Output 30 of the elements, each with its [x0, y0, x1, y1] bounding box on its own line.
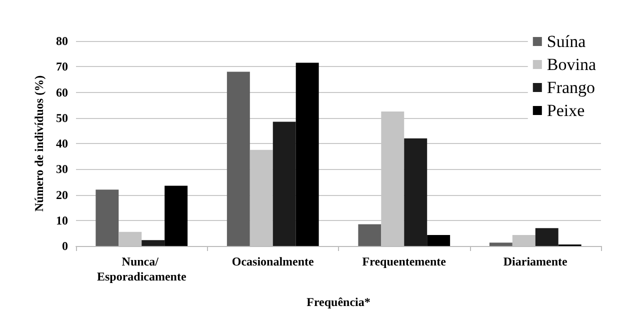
y-tick-label: 10: [56, 213, 68, 228]
y-tick-label: 80: [56, 34, 68, 48]
y-tick-label: 20: [56, 188, 68, 202]
bar: [296, 62, 319, 246]
y-tick-label: 40: [56, 136, 68, 150]
bar: [427, 234, 450, 246]
x-axis-title: Frequência*: [306, 295, 370, 309]
bar: [272, 122, 296, 246]
y-tick-label: 60: [56, 85, 68, 100]
legend-label: Suína: [546, 32, 586, 51]
bar: [535, 228, 558, 246]
bar: [489, 242, 512, 246]
bar: [226, 72, 250, 246]
bar: [358, 224, 382, 246]
bar: [96, 190, 119, 246]
legend-label: Frango: [546, 78, 596, 97]
y-axis-title: Número de indivíduos (%): [32, 75, 46, 212]
bar: [404, 138, 428, 246]
x-tick-label: Frequentemente: [362, 254, 447, 268]
y-tick-label: 0: [62, 239, 68, 253]
x-tick-label: Diariamente: [503, 254, 568, 268]
legend-label: Peixe: [546, 101, 585, 120]
x-tick-label: Nunca/ Esporadicamente: [96, 254, 187, 284]
x-tick-label: Ocasionalmente: [232, 254, 315, 268]
bar: [164, 186, 188, 246]
legend-label: Bovina: [546, 55, 596, 74]
bar: [142, 240, 165, 246]
y-tick-label: 30: [56, 162, 68, 176]
y-tick-label: 70: [56, 60, 68, 74]
y-tick-label: 50: [56, 110, 68, 125]
